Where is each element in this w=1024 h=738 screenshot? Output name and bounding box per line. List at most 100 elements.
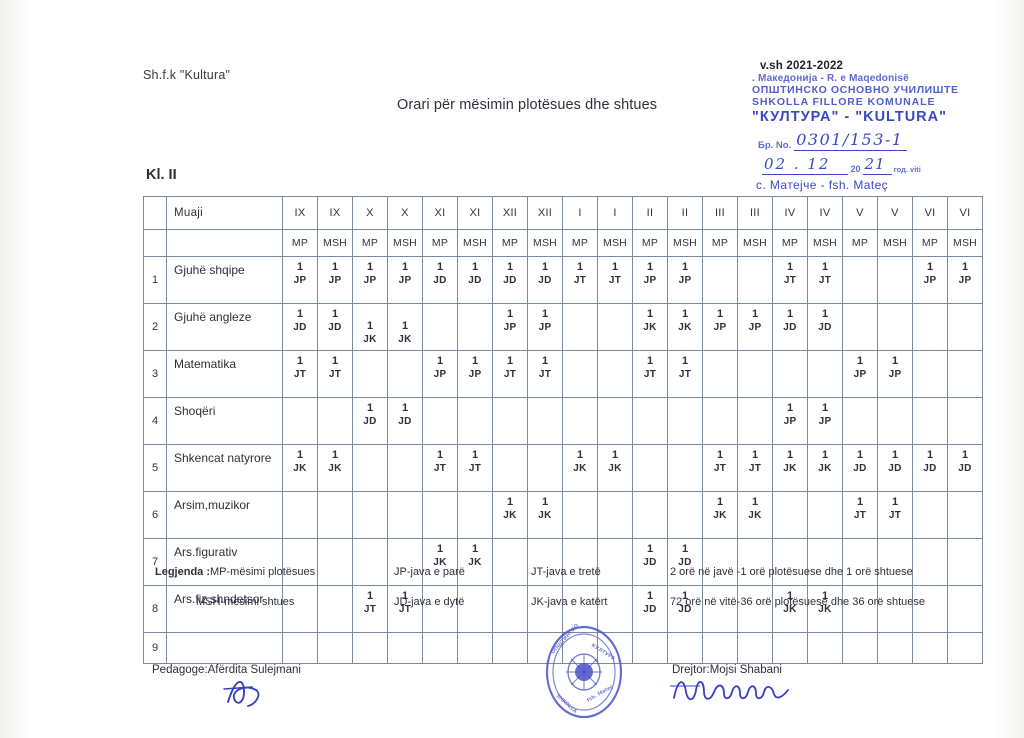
schedule-cell-content: 1 JD <box>913 445 947 491</box>
class-label: Kl. II <box>146 167 177 183</box>
month-header-cell: XI <box>422 196 458 230</box>
schedule-cell-empty <box>317 397 353 445</box>
schedule-cell-empty <box>877 585 913 633</box>
schedule-cell-empty <box>387 444 423 492</box>
table-header-types: MP MSH MP MSH MP MSH MP MSH MP MSH MP MSH MP MSH MP MSH… <box>143 229 983 257</box>
subject-cell: Gjuhë angleze <box>166 303 283 351</box>
week-code: JP <box>468 368 482 380</box>
stamp-line-country: . Македонија - R. e Maqedonisë <box>752 73 909 84</box>
schedule-cell-empty <box>702 632 738 664</box>
schedule-cell-empty <box>807 350 843 398</box>
schedule-cell-empty <box>842 256 878 304</box>
schedule-cell-empty <box>527 397 563 445</box>
schedule-cell-filled: 1 JP <box>737 303 773 351</box>
week-code: JT <box>398 603 412 615</box>
week-code: JK <box>678 321 692 333</box>
hours-count: 1 <box>401 261 409 273</box>
week-code: JT <box>748 462 762 474</box>
schedule-cell-empty <box>702 397 738 445</box>
hours-count: 1 <box>856 449 864 461</box>
schedule-cell-empty <box>492 538 528 586</box>
schedule-cell-empty <box>667 632 703 664</box>
subject-cell: Arsim,muzikor <box>166 491 283 539</box>
schedule-cell-filled: 1 JP <box>632 256 668 304</box>
hours-count: 1 <box>436 261 444 273</box>
week-code: JD <box>643 556 657 568</box>
hours-count: 1 <box>471 449 479 461</box>
week-code: JD <box>923 462 937 474</box>
week-code: JP <box>293 274 307 286</box>
schedule-cell-filled: 1 JK <box>422 538 458 586</box>
schedule-cell-filled: 1 JP <box>352 256 388 304</box>
week-code: JK <box>293 462 307 474</box>
schedule-cell-empty <box>457 397 493 445</box>
hours-count: 1 <box>576 261 584 273</box>
schedule-cell-filled: 1 JK <box>772 444 808 492</box>
schedule-cell-filled: 1 JP <box>317 256 353 304</box>
schedule-cell-content: 1 JT <box>878 492 912 538</box>
schedule-cell-content: 1 JT <box>633 351 667 397</box>
schedule-cell-empty <box>632 632 668 664</box>
hours-count: 1 <box>786 261 794 273</box>
schedule-cell-empty <box>737 350 773 398</box>
lesson-type-header-cell: MP <box>562 229 598 257</box>
schedule-cell-content: 1 JT <box>773 257 807 303</box>
hours-count: 1 <box>891 355 899 367</box>
schedule-cell-empty <box>632 491 668 539</box>
schedule-cell-filled: 1 JD <box>527 256 563 304</box>
schedule-cell-empty <box>947 585 983 633</box>
table-row: 5 Shkencat natyrore 1 JK 1 JK 1 JT 1 JT 1 JK 1 JK 1 JT 1… <box>143 444 983 492</box>
hours-count: 1 <box>366 320 374 332</box>
subject-cell: Gjuhë shqipe <box>166 256 283 304</box>
table-row: 2 Gjuhë angleze 1 JD 1 JD 1 JK 1 JK 1 JP 1 JP 1 JK 1 JK 1 J… <box>143 303 983 351</box>
hours-count: 1 <box>821 402 829 414</box>
schedule-cell-content: 1 JP <box>808 398 842 444</box>
table-row: 4 Shoqëri 1 JD 1 JD 1 JP 1 JP <box>143 397 983 445</box>
hours-count: 1 <box>856 355 864 367</box>
week-code: JP <box>923 274 937 286</box>
schedule-cell-content: 1 JP <box>423 351 457 397</box>
schedule-cell-filled: 1 JP <box>702 303 738 351</box>
lesson-type-header-cell: MSH <box>737 229 773 257</box>
schedule-cell-filled: 1 JP <box>772 397 808 445</box>
week-code: JP <box>783 415 797 427</box>
legend: Legjenda :MP-mësimi plotësues JP-java e … <box>0 566 1024 626</box>
week-code: JP <box>538 321 552 333</box>
hours-count: 1 <box>366 402 374 414</box>
hours-count: 1 <box>646 355 654 367</box>
month-header-cell: IX <box>317 196 353 230</box>
stamp-year-suffix: год. viti <box>893 165 921 174</box>
schedule-cell-filled: 1 JK <box>352 303 388 351</box>
hours-count: 1 <box>331 261 339 273</box>
subheader-subject-cell <box>166 229 283 257</box>
schedule-cell-content: 1 JD <box>493 257 527 303</box>
schedule-cell-content: 1 JP <box>528 304 562 350</box>
week-code: JD <box>503 274 517 286</box>
schedule-cell-empty <box>597 397 633 445</box>
schedule-cell-empty <box>492 632 528 664</box>
week-code: JT <box>678 368 692 380</box>
week-code: JT <box>643 368 657 380</box>
week-code: JK <box>573 462 587 474</box>
week-code: JP <box>678 274 692 286</box>
schedule-cell-content: 1 JD <box>808 304 842 350</box>
schedule-cell-empty <box>947 350 983 398</box>
schedule-cell-filled: 1 JP <box>947 256 983 304</box>
schedule-cell-empty <box>282 632 318 664</box>
hours-count: 1 <box>471 543 479 555</box>
schedule-cell-empty <box>422 632 458 664</box>
pedagogue-signature-mark <box>223 681 260 707</box>
lesson-type-header-cell: MP <box>352 229 388 257</box>
lesson-type-header-cell: MP <box>632 229 668 257</box>
week-code: JP <box>503 321 517 333</box>
month-header-cell: XII <box>492 196 528 230</box>
schedule-cell-empty <box>947 303 983 351</box>
row-index-cell: 5 <box>143 444 167 492</box>
month-header-cell: I <box>597 196 633 230</box>
svg-text:ОПШТИНСКО: ОПШТИНСКО <box>550 624 580 655</box>
schedule-cell-empty <box>457 585 493 633</box>
week-code: JP <box>958 274 972 286</box>
month-header-cell: XI <box>457 196 493 230</box>
month-header-cell: V <box>877 196 913 230</box>
hours-count: 1 <box>716 308 724 320</box>
